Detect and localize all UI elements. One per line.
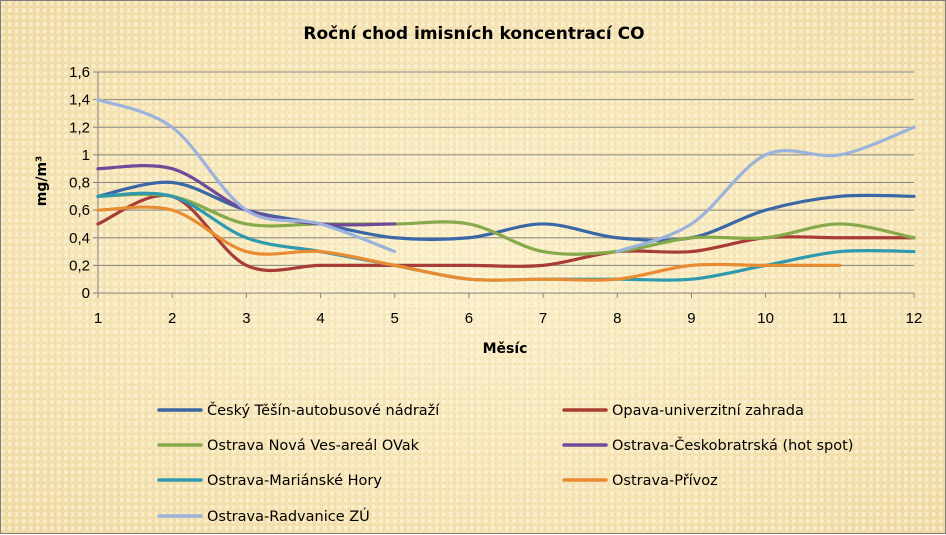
series-line-7-part-2	[615, 125, 916, 254]
x-tick-label: 7	[539, 310, 547, 327]
legend-label: Ostrava-Přívoz	[612, 473, 718, 489]
y-tick-label: 0,4	[69, 230, 90, 247]
x-tick-label: 3	[242, 310, 250, 327]
legend-label: Ostrava-Mariánské Hory	[207, 473, 382, 489]
y-tick-label: 1,4	[69, 92, 90, 109]
y-tick-label: 0	[82, 285, 90, 302]
gridlines	[98, 71, 914, 266]
y-tick-label: 0,6	[69, 202, 90, 219]
y-tick-label: 0,8	[69, 175, 90, 192]
x-tick-label: 10	[757, 310, 774, 327]
x-tick-label: 1	[94, 310, 102, 327]
legend-label: Český Těšín-autobusové nádraží	[207, 401, 440, 419]
series-line-6	[96, 205, 842, 282]
series-line-3	[96, 192, 916, 256]
legend-label: Ostrava-Radvanice ZÚ	[207, 507, 370, 525]
x-tick-label: 2	[168, 310, 176, 327]
y-tick-label: 0,2	[69, 257, 90, 274]
chart-title: Roční chod imisních koncentrací CO	[303, 24, 644, 44]
legend-label: Ostrava Nová Ves-areál OVak	[207, 438, 420, 454]
series-lines	[96, 98, 916, 282]
legend: Český Těšín-autobusové nádraží Opava-univ…	[157, 401, 853, 525]
y-axis-title: mg/m³	[34, 156, 50, 206]
x-tick-label: 4	[316, 310, 324, 327]
x-tick-label: 12	[906, 310, 923, 327]
series-line-7-part-1	[96, 98, 397, 254]
x-axis-title: Měsíc	[483, 341, 528, 357]
x-tick-label: 5	[391, 310, 399, 327]
legend-label: Ostrava-Českobratrská (hot spot)	[612, 436, 853, 454]
x-tick-label: 9	[687, 310, 695, 327]
x-tick-label: 11	[832, 310, 848, 327]
x-axis-ticks: 1 2 3 4 5 6 7 8 9 10 11 12	[94, 293, 923, 327]
y-tick-label: 1,2	[69, 119, 90, 136]
x-tick-label: 8	[613, 310, 621, 327]
y-axis-ticks: 0 0,2 0,4 0,6 0,8 1 1,2 1,4 1,6	[69, 64, 98, 302]
legend-label: Opava-univerzitní zahrada	[612, 403, 804, 419]
y-tick-label: 1,6	[69, 64, 90, 81]
x-tick-label: 6	[465, 310, 473, 327]
y-tick-label: 1	[82, 147, 90, 164]
